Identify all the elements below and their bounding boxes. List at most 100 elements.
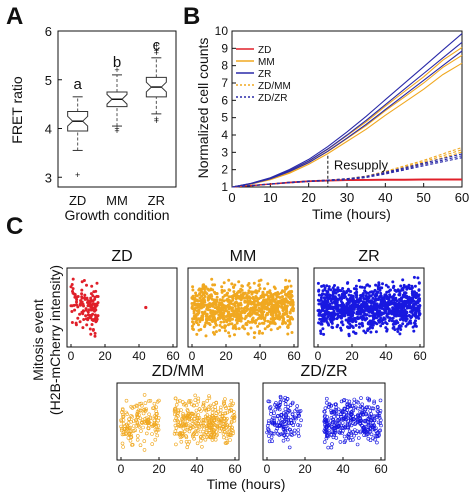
scatter-point (363, 418, 368, 423)
scatter-point (336, 314, 340, 318)
scatter-point (366, 283, 369, 287)
scatter-point (78, 320, 82, 324)
scatter-point (252, 320, 256, 324)
scatter-point (251, 301, 255, 305)
scatter-subplot-zd: ZD 0 20 40 60 (66, 248, 180, 363)
scatter-xtick-label: 40 (336, 462, 350, 476)
scatter-point (371, 425, 375, 429)
scatter-xtick-label: 0 (68, 349, 75, 363)
scatter-point (402, 306, 406, 310)
scatter-point (345, 425, 350, 430)
scatter-point (135, 437, 140, 442)
scatter-point (355, 298, 359, 302)
scatter-point (214, 433, 219, 438)
scatter-point (265, 307, 269, 311)
scatter-point (215, 306, 219, 309)
scatter-point (199, 316, 203, 320)
scatter-point (219, 420, 224, 424)
scatter-point (76, 316, 80, 320)
scatter-point (354, 399, 359, 404)
scatter-point (354, 287, 358, 291)
scatter-point (290, 293, 293, 297)
scatter-point (364, 429, 369, 434)
legend-entry: ZD (258, 45, 271, 56)
scatter-point (346, 432, 351, 436)
scatter-point (391, 280, 395, 284)
scatter-point (210, 313, 214, 317)
scatter-point (196, 303, 200, 307)
scatter-point (389, 309, 393, 313)
scatter-point (235, 310, 239, 313)
scatter-point (262, 298, 265, 302)
scatter-point (191, 320, 194, 324)
scatter-point (356, 436, 361, 440)
scatter-point (120, 432, 125, 437)
scatter-point (199, 306, 203, 310)
scatter-point (182, 429, 187, 434)
scatter-point (260, 312, 264, 316)
scatter-point (356, 418, 361, 423)
boxplot-outlier: + (154, 41, 159, 51)
scatter-xtick-label: 20 (98, 349, 112, 363)
scatter-point (363, 289, 367, 293)
scatter-point (379, 305, 383, 309)
scatter-point (230, 282, 234, 286)
scatter-point (317, 312, 321, 315)
scatter-point (230, 403, 234, 408)
scatter-point (317, 308, 321, 312)
scatter-point (234, 297, 238, 301)
scatter-point (155, 433, 159, 438)
scatter-point (256, 303, 260, 307)
growth-series-line-zd-zr (231, 153, 463, 188)
scatter-point (147, 412, 151, 417)
scatter-point (82, 279, 86, 282)
scatter-point (204, 430, 208, 435)
scatter-point (370, 299, 374, 303)
scatter-point (238, 297, 242, 301)
scatter-point (231, 298, 235, 302)
growth-series-line-zd-zr (231, 157, 463, 188)
scatter-point (210, 294, 214, 298)
scatter-point (374, 316, 378, 320)
scatter-point (393, 328, 397, 332)
growth-ytick-label: 6 (221, 93, 228, 107)
scatter-point (270, 313, 273, 317)
scatter-point (378, 398, 383, 403)
boxplot-xtick-label: ZD (69, 193, 86, 208)
scatter-point (348, 299, 352, 303)
scatter-point (174, 416, 178, 421)
scatter-point (365, 299, 369, 303)
scatter-point (190, 324, 194, 328)
scatter-point (187, 399, 191, 403)
scatter-point (119, 419, 124, 424)
scatter-point (152, 418, 157, 423)
scatter-point (144, 408, 148, 413)
scatter-point (325, 290, 329, 293)
scatter-point (281, 322, 284, 326)
scatter-point (141, 411, 146, 416)
scatter-point (380, 296, 383, 299)
scatter-point (152, 406, 156, 410)
scatter-point (268, 301, 272, 305)
scatter-point (227, 278, 231, 282)
scatter-point (320, 314, 324, 318)
scatter-point (153, 437, 158, 442)
scatter-point (270, 308, 274, 312)
scatter-point (261, 331, 264, 335)
scatter-point (231, 431, 235, 436)
boxplot-xtick-label: ZR (148, 193, 165, 208)
scatter-point (336, 424, 340, 429)
boxplot-outlier: + (114, 124, 119, 134)
growth-ytick-label: 8 (221, 59, 228, 73)
scatter-xtick-label: 60 (374, 462, 388, 476)
scatter-xtick-label: 40 (190, 462, 204, 476)
scatter-point (223, 404, 227, 409)
scatter-point (210, 277, 214, 281)
scatter-point (200, 421, 205, 426)
scatter-point (355, 442, 360, 447)
scatter-point (347, 293, 351, 297)
scatter-point (96, 301, 100, 305)
scatter-point (75, 300, 78, 304)
scatter-point (282, 302, 286, 306)
scatter-point (214, 303, 218, 307)
